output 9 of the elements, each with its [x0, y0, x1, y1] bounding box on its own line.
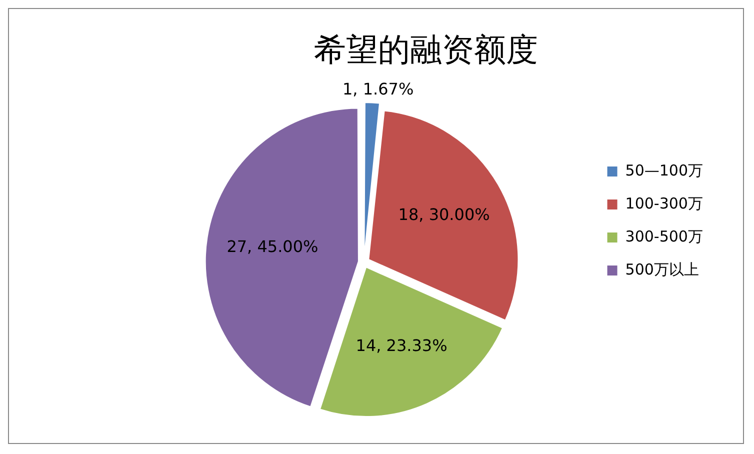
legend-label: 100-300万 — [625, 194, 703, 212]
data-label: 1, 1.67% — [342, 79, 414, 98]
legend-label: 500万以上 — [625, 260, 699, 278]
data-label: 27, 45.00% — [226, 236, 318, 256]
chart-title: 希望的融资额度 — [314, 30, 538, 69]
legend-label: 50—100万 — [625, 161, 703, 180]
legend-label: 300-500万 — [625, 227, 703, 246]
data-label: 14, 23.33% — [356, 336, 448, 355]
data-label: 18, 30.00% — [398, 205, 490, 224]
